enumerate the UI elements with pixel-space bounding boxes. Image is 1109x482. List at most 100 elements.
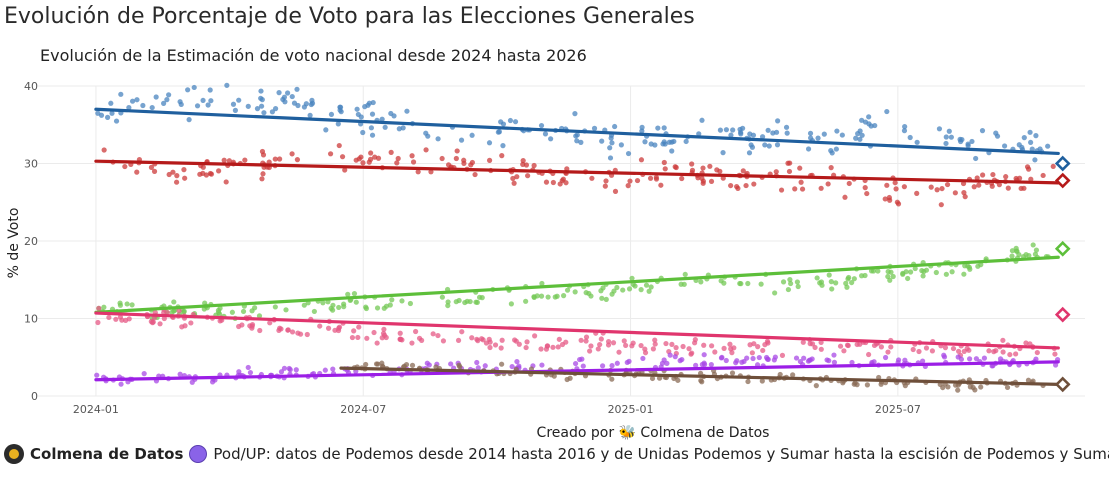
poll-dot-vox <box>844 284 850 290</box>
poll-dot-sumar <box>556 336 562 342</box>
poll-dot-vox <box>745 280 751 287</box>
y-axis-label: % de Voto <box>6 208 22 279</box>
poll-dot-podemos <box>409 362 416 368</box>
poll-dot-podemos <box>551 373 557 379</box>
poll-dot-psoe <box>339 154 346 160</box>
poll-dot-psoe <box>559 177 565 184</box>
poll-dot-pp <box>859 117 865 123</box>
poll-dot-psoe <box>453 155 459 162</box>
poll-dot-psoe <box>226 158 232 164</box>
poll-dot-pp <box>607 145 613 151</box>
poll-dot-sumar <box>480 337 486 343</box>
poll-dot-psoe <box>798 179 804 185</box>
poll-dot-pod-up <box>672 354 678 360</box>
poll-dot-sumar <box>595 346 601 352</box>
poll-dot-vox <box>885 273 891 280</box>
poll-dot-pod-up <box>322 367 328 373</box>
poll-dot-pod-up <box>771 357 777 363</box>
poll-dot-pod-up <box>509 363 515 370</box>
poll-dot-podemos <box>675 377 681 383</box>
poll-dot-vox <box>474 299 480 305</box>
poll-dot-pod-up <box>973 356 979 362</box>
poll-dot-sumar <box>483 340 490 346</box>
poll-dot-pod-up <box>514 358 520 365</box>
y-tick-label: 10 <box>24 313 38 326</box>
x-tick-label: 2024-01 <box>73 403 119 416</box>
poll-dot-psoe <box>525 173 531 179</box>
poll-dot-pp <box>699 117 705 123</box>
poll-dot-psoe <box>612 188 619 194</box>
poll-dot-pod-up <box>539 362 545 368</box>
poll-dot-psoe <box>266 159 272 165</box>
poll-dot-psoe <box>1050 163 1056 170</box>
poll-dot-pp <box>548 136 554 142</box>
poll-dot-psoe <box>259 148 266 155</box>
poll-dot-pp <box>369 132 376 138</box>
poll-dot-psoe <box>134 169 140 175</box>
poll-dot-sumar <box>652 341 658 347</box>
poll-dot-vox <box>117 300 123 306</box>
poll-dot-pp <box>828 148 834 154</box>
poll-dot-psoe <box>980 172 986 178</box>
poll-dot-pp <box>1033 133 1039 139</box>
poll-dot-pp <box>301 104 308 110</box>
poll-dot-psoe <box>520 158 526 164</box>
poll-dot-sumar <box>800 339 806 345</box>
poll-dot-psoe <box>700 180 706 186</box>
poll-dot-sumar <box>597 341 603 348</box>
poll-dot-psoe <box>625 183 631 189</box>
poll-dot-pp <box>118 91 124 97</box>
poll-dot-vox <box>614 284 620 291</box>
poll-dot-pod-up <box>247 369 254 376</box>
poll-dot-sumar <box>680 343 686 350</box>
poll-dot-vox <box>445 299 451 305</box>
poll-dot-pp <box>774 142 781 148</box>
poll-dot-sumar <box>285 327 291 333</box>
poll-dot-pp <box>652 142 658 148</box>
poll-dot-pp <box>696 131 702 137</box>
poll-dot-pp <box>671 138 677 145</box>
poll-dot-psoe <box>1005 185 1011 191</box>
poll-dot-vox <box>817 280 823 286</box>
poll-dot-psoe <box>259 176 265 182</box>
poll-dot-vox <box>381 305 387 311</box>
poll-dot-psoe <box>887 197 893 203</box>
trend-line-podemos <box>339 366 1060 386</box>
poll-dot-pp <box>166 92 172 98</box>
poll-dot-pod-up <box>997 356 1004 362</box>
poll-dot-pp <box>574 138 580 144</box>
poll-dot-vox <box>772 290 778 296</box>
poll-dot-pp <box>369 111 376 117</box>
poll-dot-pp <box>609 140 615 146</box>
poll-dot-podemos <box>729 370 736 376</box>
poll-dot-vox <box>629 275 635 281</box>
poll-dot-psoe <box>862 185 868 191</box>
poll-dot-pod-up <box>94 372 100 378</box>
poll-dot-sumar <box>910 346 916 353</box>
poll-dot-sumar <box>857 341 863 347</box>
poll-dot-sumar <box>588 343 594 349</box>
poll-dot-podemos <box>978 384 984 390</box>
poll-dot-pp <box>272 106 279 112</box>
poll-dot-pp <box>258 95 264 101</box>
poll-dot-pp <box>946 128 952 134</box>
poll-dot-pp <box>943 134 949 140</box>
poll-dot-pod-up <box>744 355 750 361</box>
poll-dot-podemos <box>457 364 463 370</box>
poll-dot-psoe <box>1018 185 1024 192</box>
poll-dot-vox <box>721 280 727 286</box>
poll-dot-sumar <box>1007 351 1013 358</box>
poll-dot-pod-up <box>826 358 832 364</box>
poll-dot-pod-up <box>141 371 147 377</box>
poll-dot-pod-up <box>765 356 771 363</box>
poll-dot-psoe <box>550 179 556 186</box>
poll-dot-sumar <box>409 340 415 346</box>
poll-dot-pod-up <box>118 381 124 387</box>
y-tick-label: 30 <box>24 158 38 171</box>
poll-dot-vox <box>648 284 654 290</box>
poll-dot-psoe <box>510 175 516 182</box>
poll-dot-sumar <box>188 320 194 326</box>
poll-dot-vox <box>795 283 801 290</box>
poll-dot-pp <box>833 146 839 152</box>
poll-dot-pp <box>839 132 845 138</box>
